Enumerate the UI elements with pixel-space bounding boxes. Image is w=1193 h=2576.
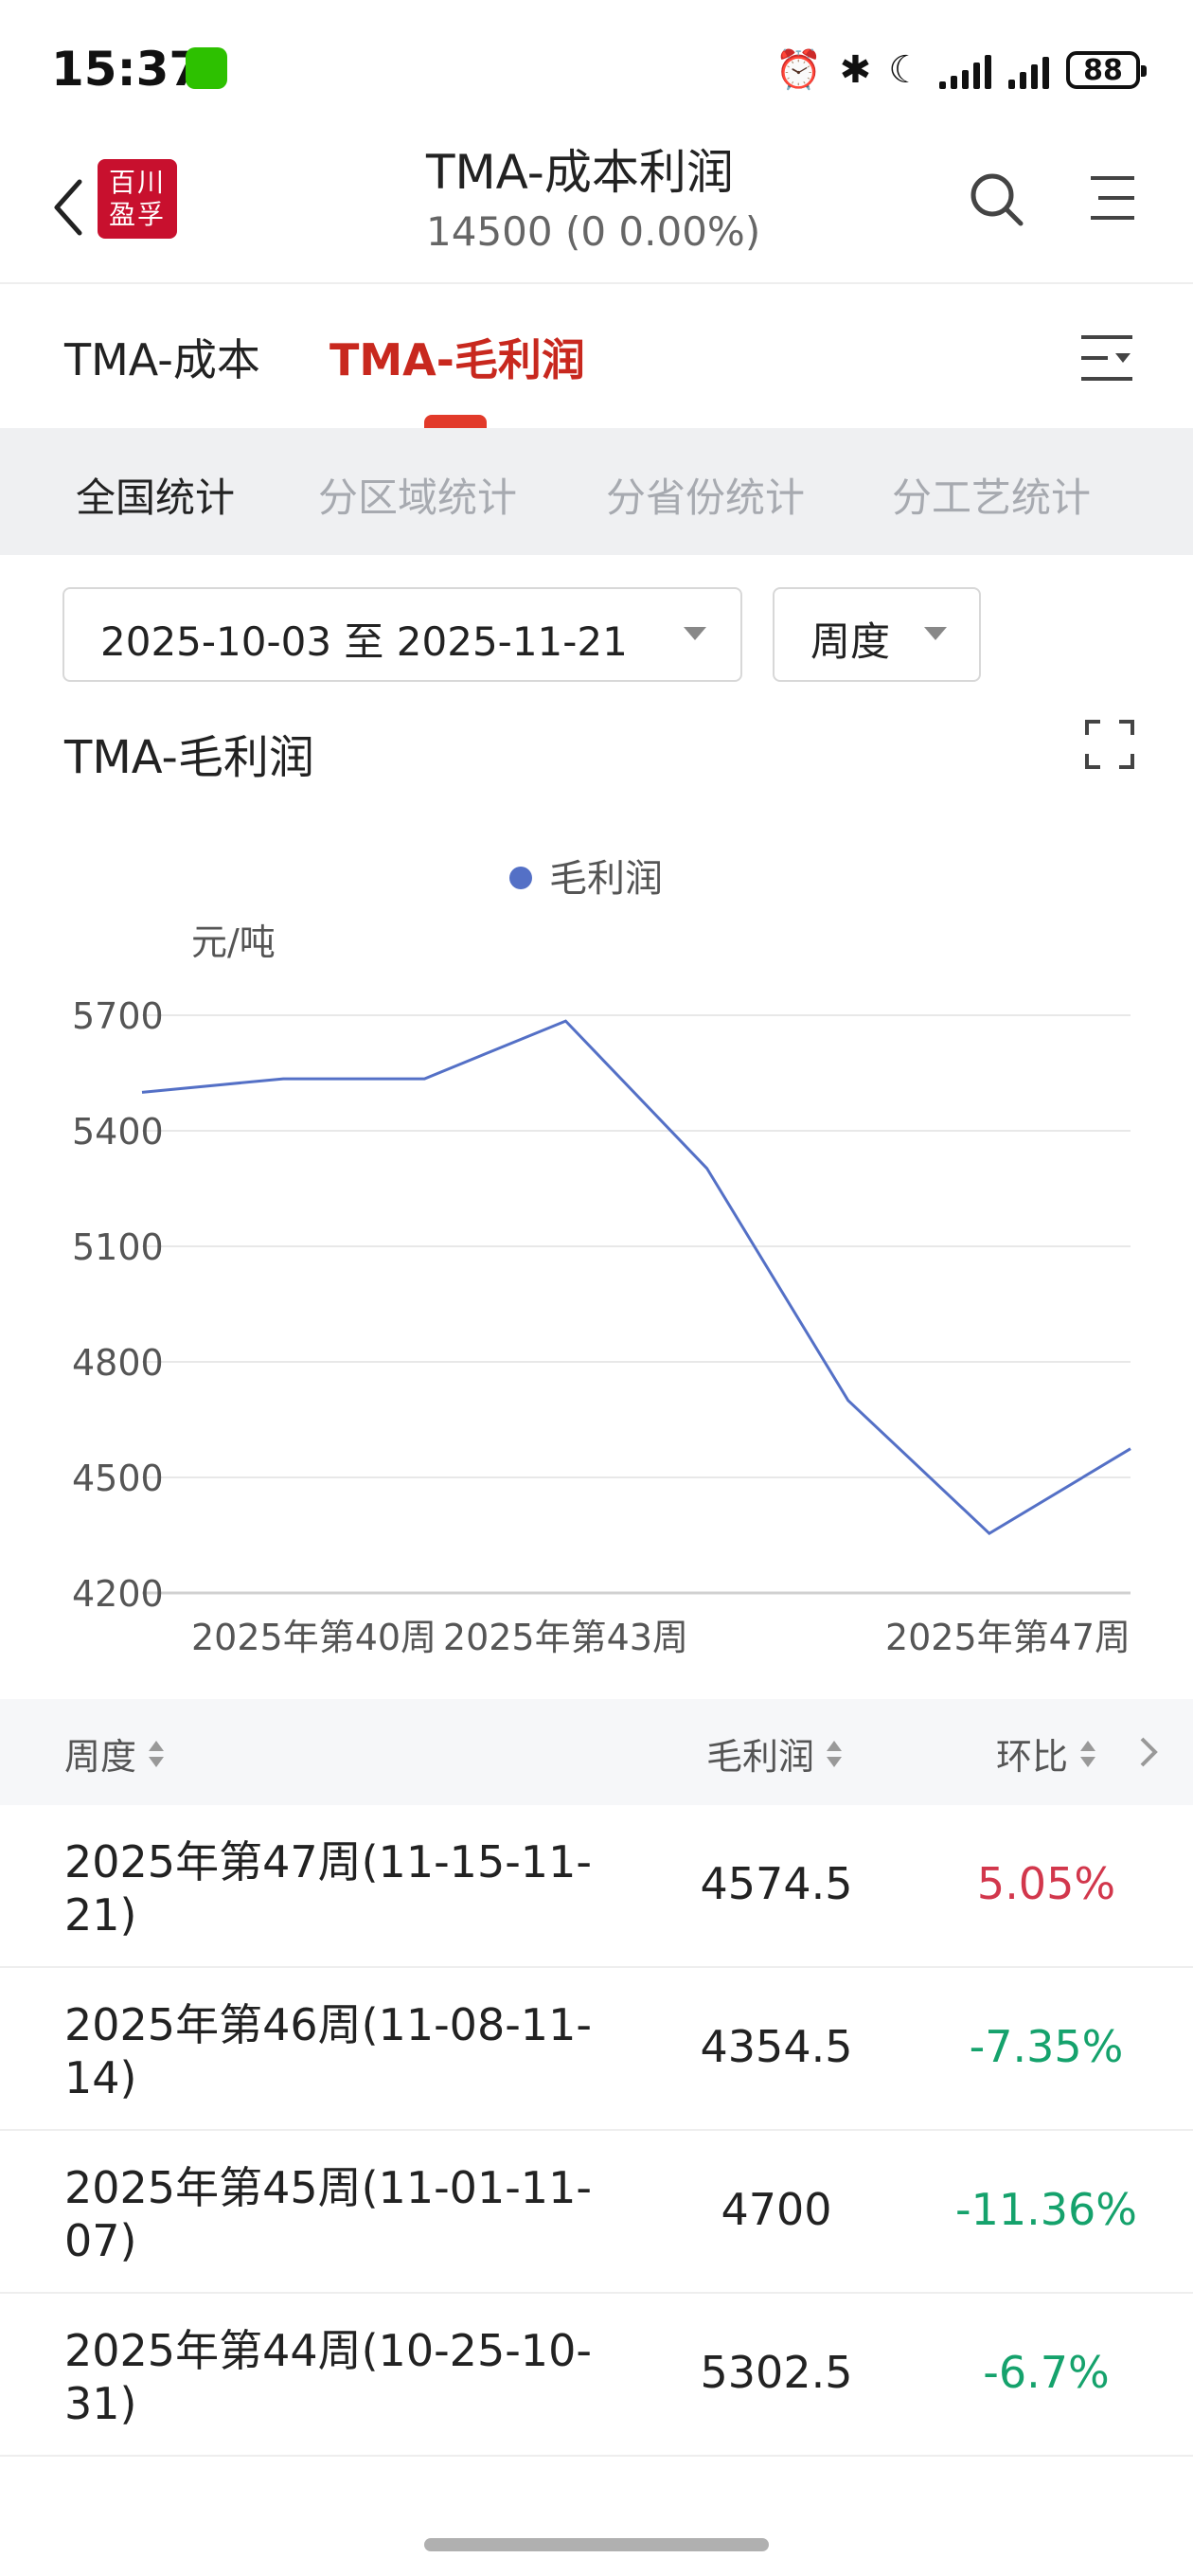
row-value: 5302.5 [700, 2347, 853, 2398]
row-value: 4354.5 [700, 2021, 853, 2072]
y-tick-label: 4200 [72, 1573, 164, 1615]
series-line [141, 1019, 1131, 1536]
subtab-province[interactable]: 分省份统计 [606, 474, 806, 521]
row-week: 2025年第47周(11-15-11-21) [64, 1836, 592, 1941]
col-change-label: 环比 [996, 1736, 1069, 1778]
y-tick-label: 5400 [72, 1111, 164, 1153]
fullscreen-icon[interactable] [1083, 718, 1136, 771]
period-value: 周度 [810, 618, 891, 665]
menu-icon[interactable] [1083, 170, 1138, 225]
x-tick-label: 2025年第47周 [885, 1617, 1131, 1658]
chevron-down-icon [924, 627, 947, 640]
row-week: 2025年第44周(10-25-10-31) [64, 2325, 592, 2429]
signal-icon [939, 51, 991, 89]
y-tick-label: 4500 [72, 1458, 164, 1499]
x-tick-label: 2025年第43周 [443, 1617, 688, 1658]
status-bar: 15:37 ⏰ ✱ ☾ 88 [0, 0, 1193, 133]
signal-2-icon [1008, 51, 1049, 89]
moon-icon: ☾ [888, 48, 922, 92]
legend-label: 毛利润 [549, 857, 663, 901]
table-row[interactable]: 2025年第45周(11-01-11-07) 4700 -11.36% [0, 2131, 1193, 2294]
home-indicator [424, 2538, 769, 2551]
subtab-process[interactable]: 分工艺统计 [892, 474, 1092, 521]
row-value: 4700 [721, 2184, 832, 2235]
col-week-label: 周度 [64, 1736, 137, 1778]
status-icons: ⏰ ✱ ☾ 88 [775, 44, 1147, 97]
y-tick-label: 4800 [72, 1342, 164, 1384]
subtab-region[interactable]: 分区域统计 [318, 474, 518, 521]
logo-text-top: 百川 [108, 167, 166, 198]
row-change: 5.05% [976, 1858, 1116, 1909]
row-week: 2025年第46周(11-08-11-14) [64, 1999, 592, 2103]
search-icon[interactable] [966, 169, 1026, 229]
page-subtitle: 14500 (0 0.00%) [426, 208, 761, 255]
logo-text-bottom: 盈孚 [108, 199, 166, 230]
row-change: -7.35% [969, 2021, 1124, 2072]
x-tick-label: 2025年第40周 [191, 1617, 436, 1658]
chart-title: TMA-毛利润 [64, 731, 314, 784]
sort-icon [148, 1737, 165, 1771]
table-header: 周度 毛利润 环比 [0, 1699, 1193, 1805]
wechat-notification-icon [186, 47, 227, 89]
tab-list-dropdown-icon[interactable] [1077, 330, 1136, 388]
period-select[interactable]: 周度 [773, 587, 981, 682]
tab-tma-cost[interactable]: TMA-成本 [64, 334, 260, 385]
active-tab-indicator [424, 415, 487, 428]
status-time: 15:37 [51, 42, 203, 97]
table-row[interactable]: 2025年第44周(10-25-10-31) 5302.5 -6.7% [0, 2294, 1193, 2457]
date-range-value: 2025-10-03 至 2025-11-21 [100, 618, 628, 665]
col-profit-header[interactable]: 毛利润 [706, 1727, 843, 1780]
y-tick-label: 5100 [72, 1226, 164, 1268]
line-chart: 4200 4500 4800 5100 5400 5700 元/吨 毛利润 2025年第40周 2… [0, 833, 1193, 1686]
tab-tma-gross-profit[interactable]: TMA-毛利润 [329, 334, 585, 385]
col-week-header[interactable]: 周度 [64, 1727, 165, 1780]
row-change: -6.7% [983, 2347, 1110, 2398]
row-value: 4574.5 [700, 1858, 853, 1909]
bluetooth-icon: ✱ [839, 48, 872, 92]
header-title-block: TMA-成本利润 14500 (0 0.00%) [426, 134, 767, 255]
row-change: -11.36% [955, 2184, 1137, 2235]
chevron-right-icon[interactable] [1136, 1733, 1161, 1771]
page-title: TMA-成本利润 [426, 145, 734, 200]
statistics-subtabs: 全国统计 分区域统计 分省份统计 分工艺统计 [0, 428, 1193, 555]
logo: 百川 盈孚 [98, 159, 177, 239]
sort-icon [826, 1737, 843, 1771]
battery-icon: 88 [1066, 51, 1147, 89]
row-week: 2025年第45周(11-01-11-07) [64, 2162, 592, 2266]
table-row[interactable]: 2025年第47周(11-15-11-21) 4574.5 5.05% [0, 1805, 1193, 1968]
col-profit-label: 毛利润 [706, 1736, 815, 1778]
sort-icon [1079, 1737, 1096, 1771]
y-axis-label: 元/吨 [191, 921, 276, 963]
legend-marker [509, 867, 532, 889]
tab-bar: TMA-成本 TMA-毛利润 [0, 286, 1193, 428]
date-range-select[interactable]: 2025-10-03 至 2025-11-21 [62, 587, 742, 682]
table-row[interactable]: 2025年第46周(11-08-11-14) 4354.5 -7.35% [0, 1968, 1193, 2131]
alarm-icon: ⏰ [775, 48, 823, 92]
col-change-header[interactable]: 环比 [996, 1727, 1096, 1780]
app-header [0, 133, 1193, 284]
subtab-national[interactable]: 全国统计 [76, 474, 236, 521]
chevron-down-icon [684, 627, 706, 640]
y-tick-label: 5700 [72, 995, 164, 1037]
back-arrow-icon[interactable] [49, 174, 87, 241]
